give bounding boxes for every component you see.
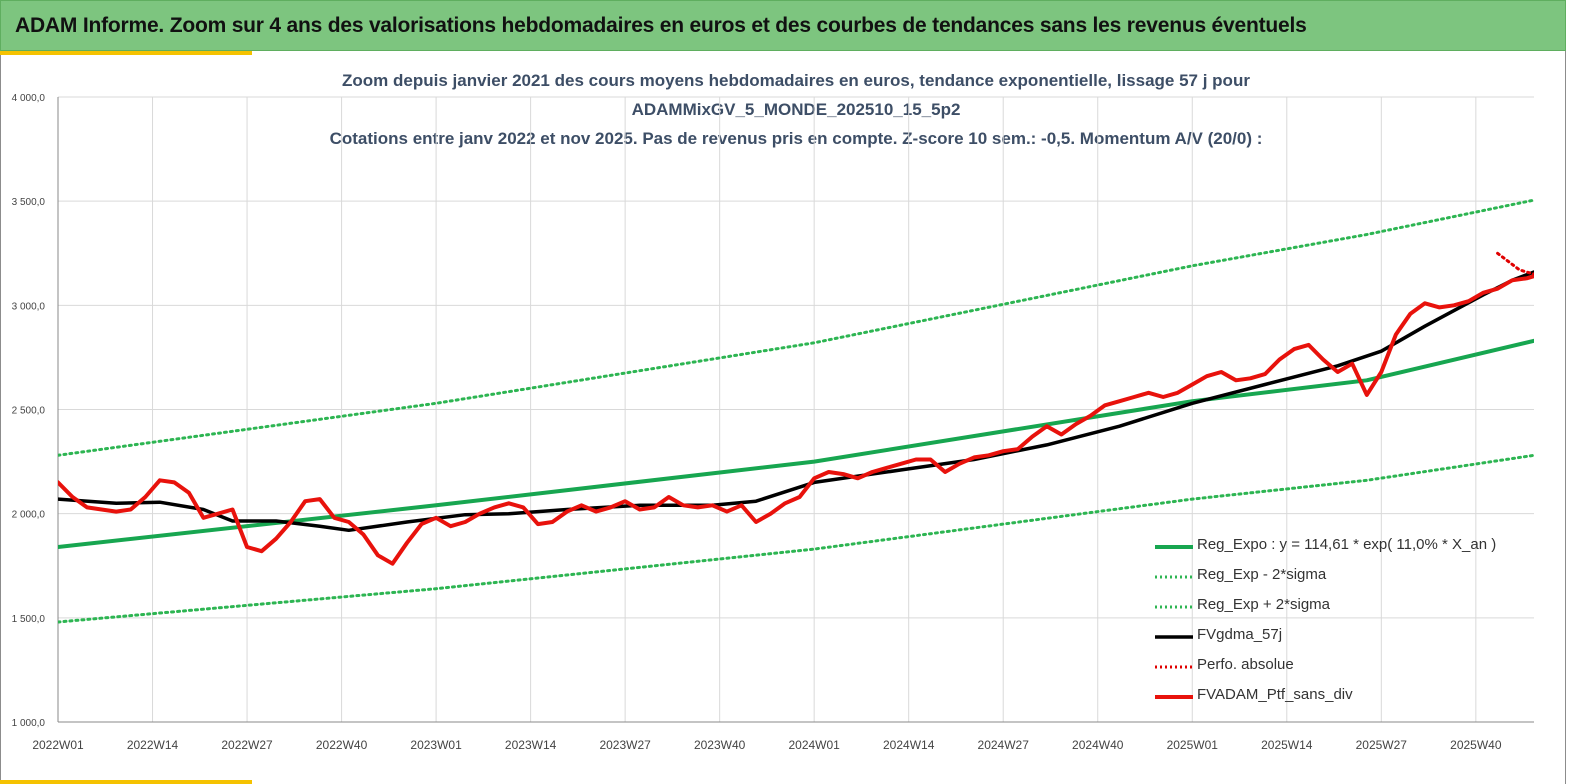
x-tick-label: 2022W40 [316,738,368,752]
x-tick-label: 2023W14 [505,738,557,752]
y-tick-label: 2 000,0 [12,510,46,521]
legend-label-perf-abs: Perfo. absolue [1197,656,1294,673]
x-tick-label: 2024W27 [978,738,1030,752]
chart-frame [0,51,1566,784]
x-tick-label: 2024W01 [788,738,840,752]
y-tick-label: 3 500,0 [12,197,46,208]
x-tick-label: 2023W01 [410,738,462,752]
y-tick-label: 1 500,0 [12,614,46,625]
series-fvgdma-57j [58,270,1534,533]
legend-label-fvadam: FVADAM_Ptf_sans_div [1197,686,1353,703]
series-reg-exp-plus-2sigma [58,198,1534,457]
chart-title-line-1: Zoom depuis janvier 2021 des cours moyen… [342,71,1250,90]
legend-label-reg-exp-plus: Reg_Exp + 2*sigma [1197,596,1330,613]
x-tick-label: 2022W27 [221,738,273,752]
x-tick-label: 2025W01 [1167,738,1219,752]
x-tick-label: 2025W27 [1356,738,1408,752]
series-reg-expo [58,338,1534,549]
legend-label-reg-expo: Reg_Expo : y = 114,61 * exp( 11,0% * X_a… [1197,536,1497,553]
x-tick-label: 2023W40 [694,738,746,752]
chart-title-line-3: Cotations entre janv 2022 et nov 2025. P… [329,129,1263,148]
y-tick-label: 2 500,0 [12,406,46,417]
x-tick-label: 2022W01 [32,738,84,752]
x-tick-label: 2023W27 [599,738,651,752]
legend-label-fvgdma: FVgdma_57j [1197,626,1283,643]
y-tick-label: 1 000,0 [12,718,46,729]
series-fvadam-ptf [58,274,1534,566]
x-tick-label: 2024W14 [883,738,935,752]
x-tick-label: 2024W40 [1072,738,1124,752]
banner-title: ADAM Informe. Zoom sur 4 ans des valoris… [15,13,1307,37]
legend-label-reg-exp-minus: Reg_Exp - 2*sigma [1197,566,1327,583]
x-tick-label: 2025W40 [1450,738,1502,752]
title-banner: ADAM Informe. Zoom sur 4 ans des valoris… [0,0,1566,51]
y-tick-label: 4 000,0 [12,93,46,104]
x-tick-label: 2022W14 [127,738,179,752]
y-tick-label: 3 000,0 [12,301,46,312]
accent-bar-top [0,51,252,55]
chart-title-line-2: ADAMMixGV_5_MONDE_202510_15_5p2 [631,100,961,119]
x-tick-label: 2025W14 [1261,738,1313,752]
accent-bar-bottom [0,780,252,784]
series-reg-exp-minus-2sigma [58,453,1534,624]
series-perfo-absolue [1496,251,1534,276]
